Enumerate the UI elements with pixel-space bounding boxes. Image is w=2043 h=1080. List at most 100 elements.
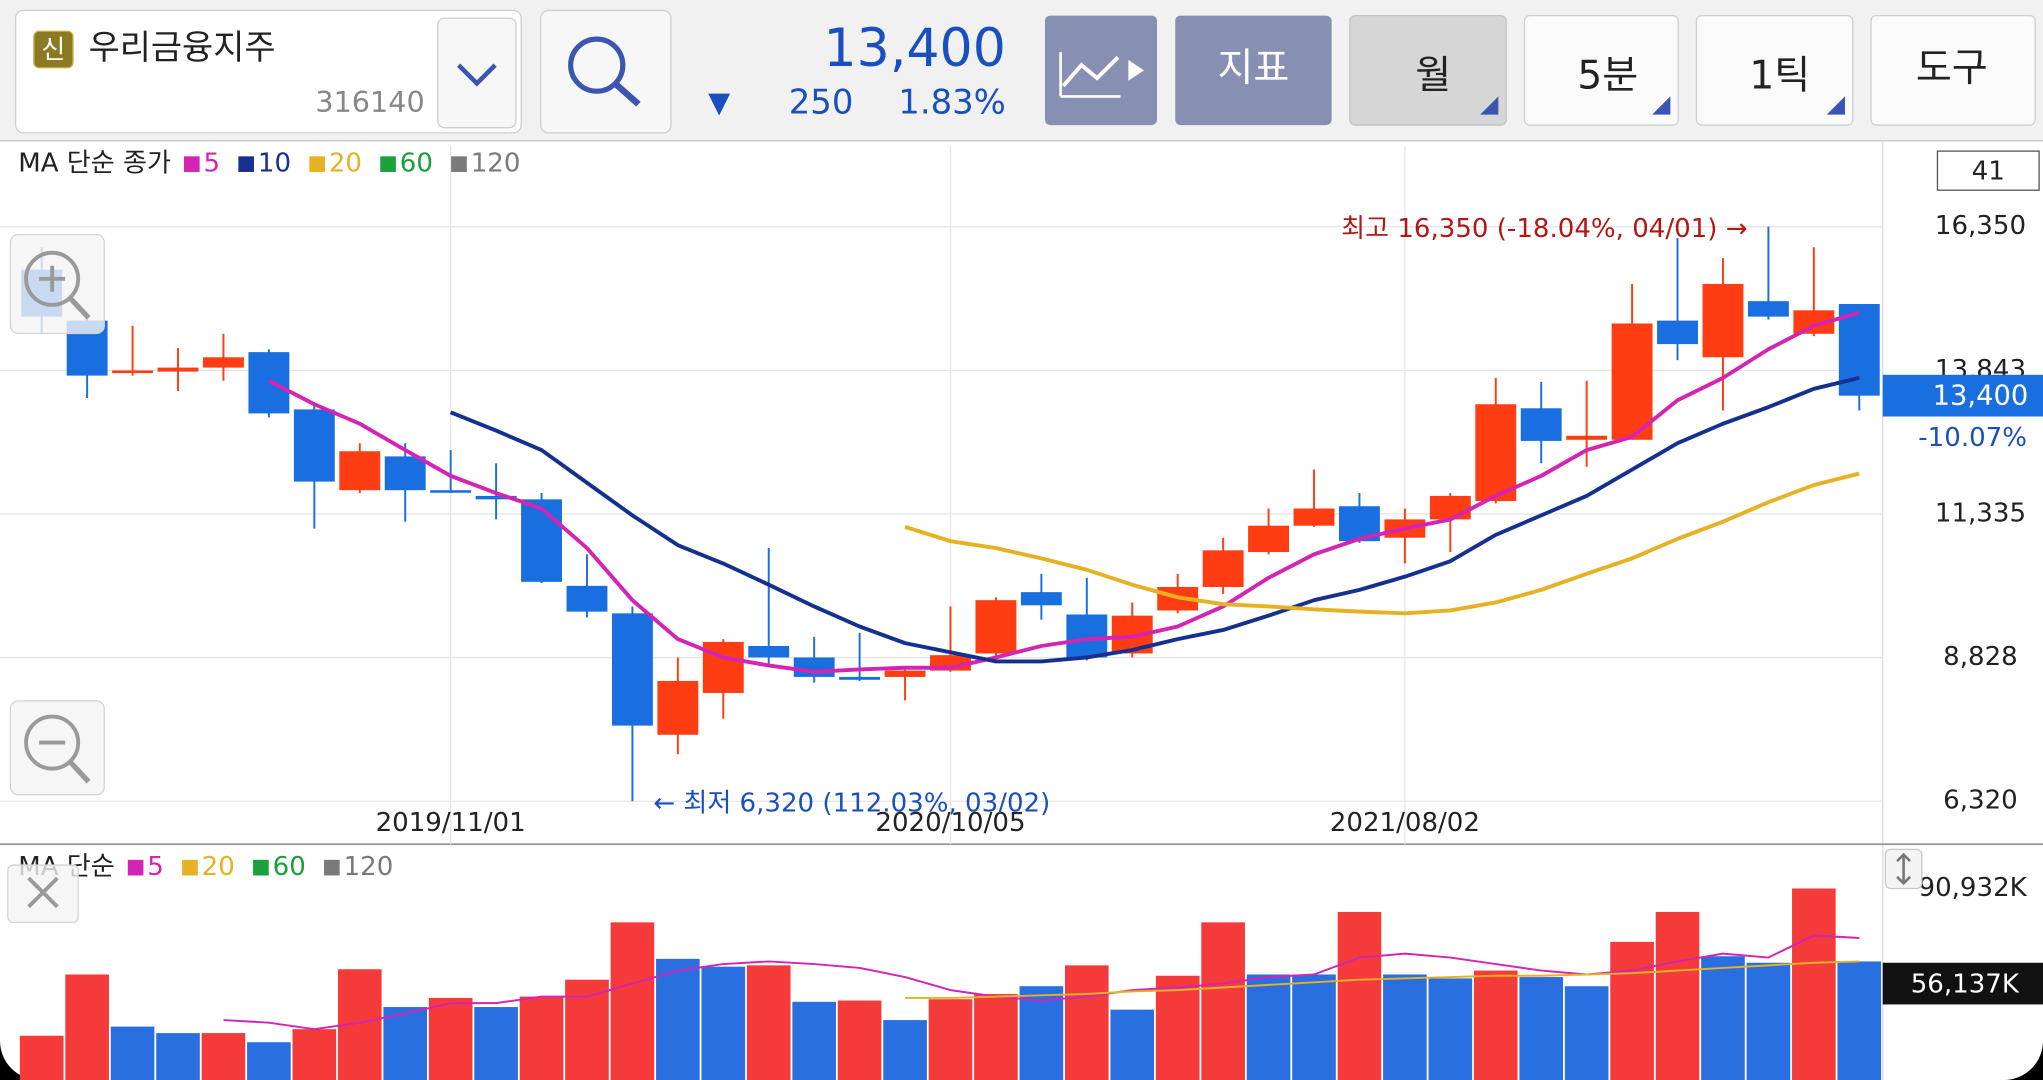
resize-button[interactable] bbox=[1884, 848, 1923, 890]
chart-icon-arrow bbox=[1128, 59, 1144, 81]
y-tick-label: 16,350 bbox=[1935, 211, 2026, 241]
legend-title: MA 단순 종가 bbox=[18, 149, 171, 179]
close-icon bbox=[27, 876, 59, 909]
legend-swatch bbox=[324, 859, 340, 876]
candle-body bbox=[521, 499, 562, 582]
chart-type-button[interactable] bbox=[1044, 15, 1158, 126]
candle-body bbox=[1611, 323, 1653, 440]
volume-bar bbox=[928, 999, 973, 1080]
close-volume-button[interactable] bbox=[7, 864, 79, 924]
volume-bar bbox=[1201, 922, 1245, 1080]
legend-label: 10 bbox=[258, 149, 291, 179]
zoom-icon bbox=[24, 250, 81, 307]
ma-line bbox=[905, 960, 1860, 999]
legend-swatch bbox=[183, 156, 200, 172]
volume-bar bbox=[474, 1007, 518, 1080]
resize-icon bbox=[1896, 852, 1912, 863]
indicator-button[interactable]: 지표 bbox=[1175, 15, 1332, 126]
candle-body bbox=[975, 600, 1017, 654]
annotation: ← 최저 6,320 (112.03%, 03/02) bbox=[653, 788, 1050, 818]
volume-bar bbox=[746, 965, 791, 1080]
legend-swatch bbox=[380, 156, 396, 172]
current-volume-label: 56,137K bbox=[1911, 969, 2020, 999]
change-percent: 1.83% bbox=[898, 83, 1006, 122]
y-tick-label: 6,320 bbox=[1943, 786, 2018, 816]
zoom-icon bbox=[24, 714, 81, 771]
volume-bar bbox=[1610, 941, 1654, 1080]
legend-label: 20 bbox=[202, 852, 235, 882]
volume-bar bbox=[1246, 974, 1291, 1080]
volume-bar bbox=[837, 1000, 882, 1080]
candle-body bbox=[157, 367, 199, 372]
candle-count: 41 bbox=[1972, 156, 2005, 186]
candle-body bbox=[884, 670, 926, 677]
ma-line bbox=[267, 310, 1860, 674]
change-direction: ▼ bbox=[708, 85, 730, 119]
volume-bar bbox=[1019, 986, 1064, 1080]
candle-body bbox=[1566, 435, 1608, 440]
legend-swatch bbox=[253, 859, 269, 876]
candle-body bbox=[1248, 525, 1290, 553]
candle-body bbox=[1293, 508, 1335, 526]
legend-swatch bbox=[309, 156, 325, 172]
badge bbox=[33, 30, 74, 69]
zoom-out-button[interactable] bbox=[9, 700, 105, 796]
volume-bar bbox=[65, 974, 109, 1080]
candle-body bbox=[293, 409, 335, 482]
volume-bar bbox=[110, 1026, 155, 1080]
candle-body bbox=[203, 357, 244, 368]
candle-body bbox=[339, 451, 381, 491]
candle-body bbox=[1429, 495, 1471, 520]
current-price-box bbox=[1882, 374, 2043, 417]
volume-bar bbox=[1564, 986, 1609, 1080]
x-tick-label: 2021/08/02 bbox=[1330, 808, 1480, 838]
candle-body bbox=[384, 456, 426, 491]
button-label: 5분 bbox=[1577, 54, 1638, 99]
tools-button[interactable]: 도구 bbox=[1870, 14, 2036, 126]
stock-name: 우리금융지주 bbox=[89, 28, 276, 67]
zoom-box bbox=[9, 700, 105, 796]
search-icon-handle bbox=[612, 80, 641, 107]
volume-bar bbox=[1155, 975, 1200, 1080]
volume-bar bbox=[1837, 961, 1882, 1080]
current-price: 13,400 bbox=[824, 19, 1006, 79]
zoom-in-button[interactable] bbox=[9, 233, 105, 335]
button-box bbox=[1349, 14, 1507, 126]
volume-bar bbox=[1792, 888, 1836, 1080]
volume-bar bbox=[1337, 911, 1382, 1080]
volume-bar bbox=[247, 1042, 291, 1080]
stock-selector[interactable]: 신 우리금융지주 316140 bbox=[14, 9, 522, 134]
annotation: 최고 16,350 (-18.04%, 04/01) → bbox=[1341, 214, 1747, 244]
candle-body bbox=[1747, 301, 1789, 317]
stock-code: 316140 bbox=[315, 85, 424, 119]
plot-layer: 2019/11/01 2020/10/05 2021/08/02 최고 16,350 … bbox=[0, 145, 2043, 1080]
legend-swatch bbox=[238, 156, 254, 172]
volume-bar bbox=[1519, 977, 1564, 1080]
tick-button[interactable]: 1틱 bbox=[1695, 14, 1854, 126]
badge-text: 신 bbox=[41, 35, 65, 65]
candle-body bbox=[475, 495, 517, 500]
volume-bar bbox=[701, 966, 746, 1080]
period-button[interactable]: 월 bbox=[1349, 14, 1507, 126]
chart-icon-line bbox=[1061, 55, 1120, 88]
minute-button[interactable]: 5분 bbox=[1523, 14, 1679, 126]
volume-bar bbox=[974, 994, 1018, 1080]
candle-body bbox=[1020, 592, 1062, 606]
candle-body bbox=[1202, 550, 1244, 587]
dropdown-button[interactable] bbox=[437, 17, 517, 129]
search-button[interactable] bbox=[540, 9, 672, 134]
volume-bar bbox=[519, 996, 564, 1080]
resize-icon bbox=[1896, 875, 1912, 886]
volume-bar bbox=[792, 1001, 836, 1080]
search-box bbox=[540, 9, 672, 134]
ma-line bbox=[449, 376, 1860, 664]
candle-body bbox=[430, 490, 472, 493]
x-tick-label: 2019/11/01 bbox=[376, 808, 526, 838]
volume-bar bbox=[19, 1035, 64, 1080]
volume-bar bbox=[610, 922, 655, 1080]
volume-bar bbox=[1292, 974, 1336, 1080]
volume-bar bbox=[1655, 911, 1700, 1080]
current-volume-box bbox=[1882, 962, 2043, 1005]
